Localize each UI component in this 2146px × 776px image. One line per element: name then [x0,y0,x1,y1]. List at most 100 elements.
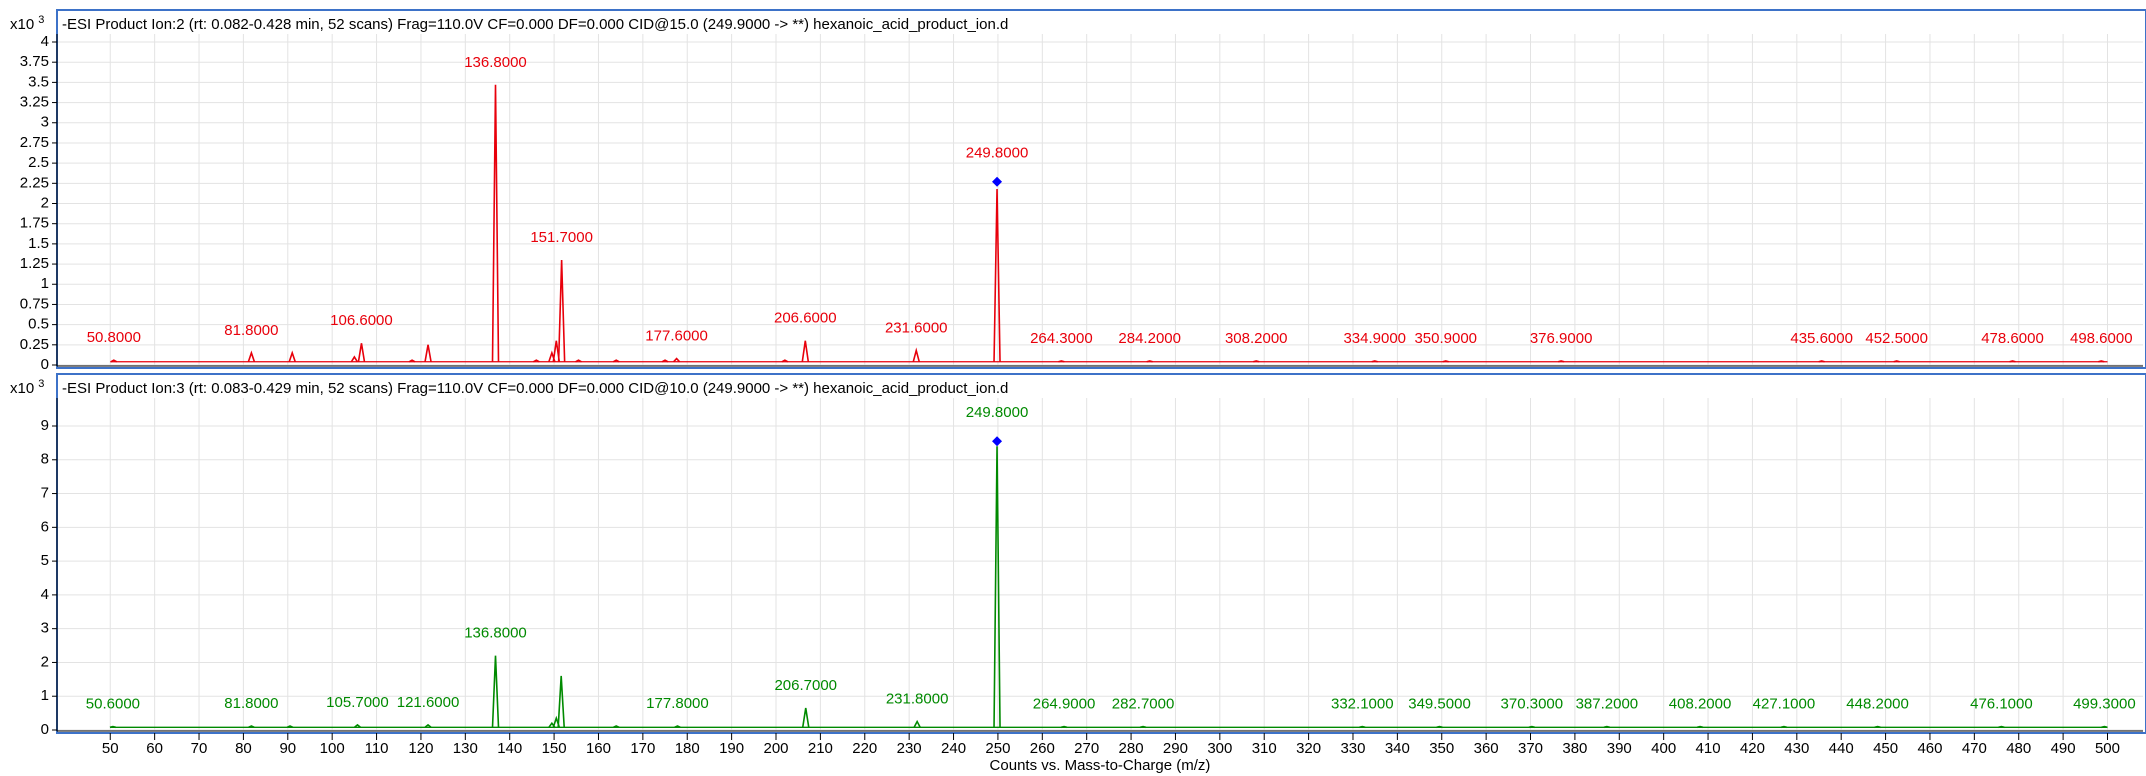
peak-label: 332.1000 [1331,696,1394,713]
peak [110,359,118,363]
x-tick-label: 360 [1474,740,1499,757]
peak [1557,360,1565,363]
x-tick-label: 160 [586,740,611,757]
peak [1359,725,1366,729]
peak [408,359,416,363]
x-tick-label: 140 [497,740,522,757]
x-tick-label: 50 [102,740,119,757]
x-tick-label: 380 [1562,740,1587,757]
x-tick-label: 290 [1163,740,1188,757]
peak [993,446,1001,728]
y-scale-label: x10 3 [10,378,44,397]
peak-label: 264.3000 [1030,330,1093,347]
x-tick-label: 350 [1429,740,1454,757]
peak [1818,360,1825,363]
x-tick-label: 440 [1829,740,1854,757]
peak-label: 498.6000 [2070,330,2133,347]
peak [424,344,432,362]
y-tick-label: 1.5 [28,235,49,252]
y-tick-label: 0 [41,356,49,373]
peak [1146,360,1153,363]
x-tick-label: 310 [1252,740,1277,757]
peak [353,723,361,728]
x-tick-label: 450 [1873,740,1898,757]
y-tick-label: 1.25 [20,255,49,272]
y-scale-base: x10 [10,380,34,397]
panel-title: -ESI Product Ion:2 (rt: 0.082-0.428 min,… [62,16,1008,33]
x-tick-label: 220 [852,740,877,757]
peak-label: 350.9000 [1414,330,1477,347]
y-tick-label: 0.5 [28,316,49,333]
y-tick-label: 2 [41,653,49,670]
y-tick-label: 3 [41,114,49,131]
peak [801,707,810,728]
peak [1442,360,1449,363]
y-tick-label: 0.25 [20,336,49,353]
x-tick-label: 280 [1119,740,1144,757]
y-tick-label: 6 [41,518,49,535]
x-tick-label: 340 [1385,740,1410,757]
peak-label: 408.2000 [1669,696,1732,713]
peak [672,357,681,363]
peak-label: 249.8000 [966,145,1029,162]
x-tick-label: 180 [675,740,700,757]
peak [1893,360,1900,363]
peak [286,725,294,729]
peak-label: 81.8000 [224,322,278,339]
y-tick-label: 4 [41,586,49,603]
peak-label: 151.7000 [530,229,593,246]
peak-label: 349.5000 [1408,696,1471,713]
peak-label: 177.6000 [645,328,708,345]
peak [1696,725,1704,729]
peak-label: 264.9000 [1033,696,1096,713]
x-tick-label: 500 [2095,740,2120,757]
y-tick-label: 7 [41,485,49,502]
peak [248,725,255,729]
x-tick-label: 460 [1917,740,1942,757]
x-tick-label: 400 [1651,740,1676,757]
peak [357,343,366,362]
peak-label: 106.6000 [330,312,393,329]
peak-label: 387.2000 [1576,696,1639,713]
precursor-marker [992,176,1003,187]
peak [1139,725,1147,729]
y-tick-label: 3 [41,620,49,637]
y-tick-label: 2 [41,194,49,211]
y-tick-label: 1 [41,687,49,704]
x-tick-label: 270 [1074,740,1099,757]
peak-label: 448.2000 [1846,696,1909,713]
peak-label: 81.8000 [224,695,278,712]
peak [801,340,810,362]
peak-label: 435.6000 [1790,330,1853,347]
x-tick-label: 200 [763,740,788,757]
x-tick-label: 480 [2006,740,2031,757]
peak [1371,360,1378,363]
x-tick-label: 370 [1518,740,1543,757]
peak-label: 452.5000 [1865,330,1928,347]
peak [661,359,669,363]
peak-label: 376.9000 [1530,330,1593,347]
x-tick-label: 110 [365,740,389,757]
peak [2101,725,2108,729]
peak-label: 136.8000 [464,625,527,642]
panel-title: -ESI Product Ion:3 (rt: 0.083-0.429 min,… [62,380,1008,397]
peak [350,355,359,363]
y-scale-label: x10 3 [10,14,44,33]
peak-label: 282.7000 [1112,696,1175,713]
precursor-marker [992,436,1003,447]
y-tick-label: 9 [41,417,49,434]
peak-label: 476.1000 [1970,696,2033,713]
peak-label: 308.2000 [1225,330,1288,347]
y-tick-label: 3.5 [28,73,49,90]
x-tick-label: 60 [146,740,163,757]
peak [491,84,500,362]
y-tick-label: 3.25 [20,94,49,111]
peak [557,260,566,362]
x-tick-label: 490 [2051,740,2076,757]
x-tick-label: 150 [542,740,567,757]
peak [109,725,117,729]
y-tick-label: 1 [41,275,49,292]
y-tick-label: 0 [41,721,49,738]
x-tick-label: 330 [1340,740,1365,757]
